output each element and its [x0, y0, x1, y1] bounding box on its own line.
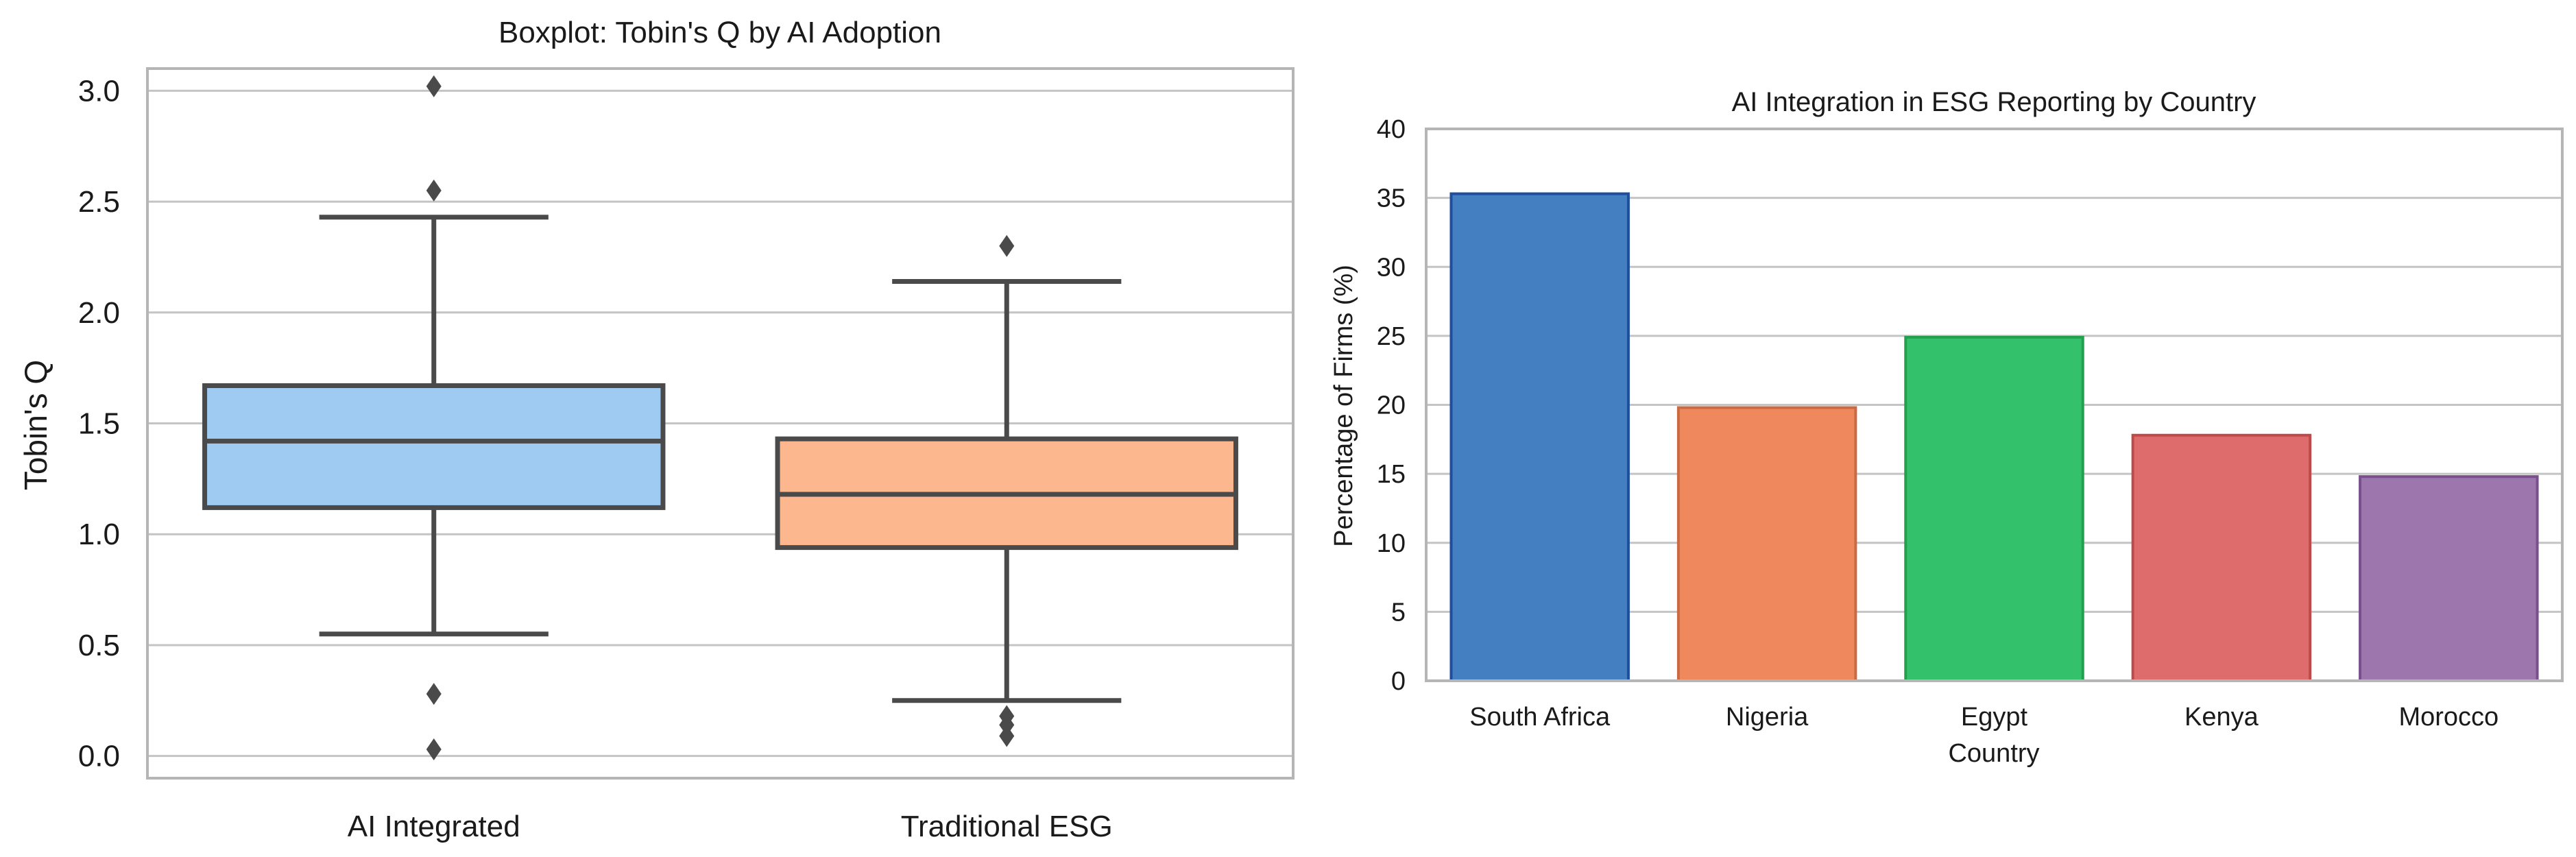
boxplot-title: Boxplot: Tobin's Q by AI Adoption [498, 16, 941, 49]
boxplot-y-tick-label: 3.0 [78, 74, 120, 108]
bar-nigeria [1676, 406, 1857, 683]
bar-chart-x-tick-label: Morocco [2398, 703, 2499, 732]
boxplot-x-tick-label: Traditional ESG [901, 810, 1113, 843]
bar-chart-y-tick-label: 5 [1391, 598, 1406, 627]
bar-panel: AI Integration in ESG Reporting by Count… [1329, 87, 2564, 768]
boxplot-panel: Boxplot: Tobin's Q by AI Adoption 0.0 0.5… [18, 16, 1295, 843]
boxplot-x-tick-labels: AI Integrated Traditional ESG [348, 810, 1113, 843]
box-group-ai-integrated [202, 75, 666, 760]
bar-chart-x-axis-label: Country [1948, 739, 2039, 768]
bar-chart-y-tick-label: 15 [1377, 460, 1406, 489]
boxplot-y-tick-label: 1.0 [78, 518, 120, 551]
bar-morocco [2359, 475, 2539, 683]
bar-chart-y-tick-label: 0 [1391, 667, 1406, 696]
bar-chart-y-tick-labels: 0 5 10 15 20 25 30 35 40 [1377, 115, 1406, 696]
bar-south-africa [1449, 192, 1630, 682]
bar-chart-y-tick-label: 40 [1377, 115, 1406, 144]
bar-chart-x-tick-label: Egypt [1961, 703, 2028, 732]
boxplot-y-axis-label: Tobin's Q [18, 360, 53, 490]
outlier-marker [999, 705, 1015, 727]
boxplot-y-tick-labels: 0.0 0.5 1.0 1.5 2.0 2.5 3.0 [78, 74, 120, 773]
bar-egypt [1904, 335, 2084, 682]
bar-chart-y-tick-label: 35 [1377, 184, 1406, 213]
bar-chart-y-tick-label: 10 [1377, 529, 1406, 558]
bar-chart-y-tick-label: 20 [1377, 391, 1406, 420]
bar-chart-bars [1449, 192, 2539, 683]
outlier-marker [999, 725, 1015, 747]
bar-chart-x-tick-label: Kenya [2184, 703, 2259, 732]
boxplot-y-tick-label: 0.5 [78, 629, 120, 662]
bar-chart-title: AI Integration in ESG Reporting by Count… [1732, 87, 2256, 117]
boxplot-y-tick-label: 2.0 [78, 296, 120, 330]
outlier-marker [426, 738, 442, 760]
bar-chart-y-axis-label: Percentage of Firms (%) [1329, 265, 1358, 547]
outlier-marker [426, 179, 442, 202]
bar-chart-axes-frame [1425, 128, 2564, 682]
box-group-traditional-esg [775, 234, 1238, 747]
bar-chart-x-tick-label: South Africa [1469, 703, 1611, 732]
outlier-marker [999, 234, 1015, 257]
boxplot-boxes [202, 75, 1238, 760]
boxplot-x-tick-label: AI Integrated [348, 810, 520, 843]
bar-chart-y-tick-label: 25 [1377, 322, 1406, 351]
boxplot-y-tick-label: 2.5 [78, 185, 120, 219]
outlier-marker [426, 75, 442, 97]
bar-chart-x-tick-labels: South Africa Nigeria Egypt Kenya Morocco [1469, 703, 2499, 732]
boxplot-axes-frame [146, 67, 1295, 780]
bar-chart-x-tick-label: Nigeria [1726, 703, 1809, 732]
outlier-marker [426, 683, 442, 705]
bar-chart-y-tick-label: 30 [1377, 253, 1406, 282]
boxplot-y-tick-label: 1.5 [78, 407, 120, 441]
bar-kenya [2131, 433, 2312, 683]
boxplot-y-tick-label: 0.0 [78, 740, 120, 773]
iqr-box [202, 383, 666, 510]
